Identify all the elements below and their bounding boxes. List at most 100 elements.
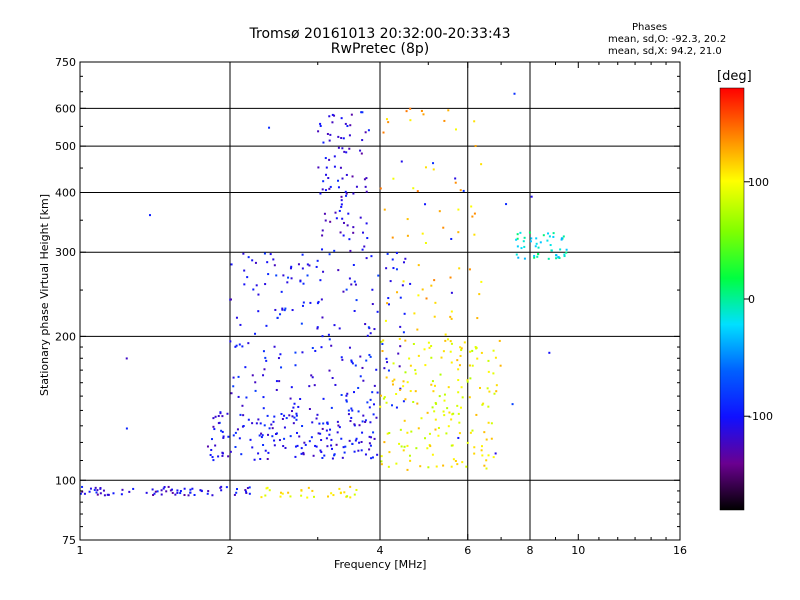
scatter-point <box>99 487 102 490</box>
scatter-point <box>237 375 240 378</box>
scatter-point <box>171 491 174 494</box>
scatter-point <box>487 359 490 362</box>
scatter-point <box>327 495 330 498</box>
scatter-point <box>381 343 384 346</box>
scatter-point <box>330 492 333 495</box>
scatter-point <box>340 117 343 120</box>
colorbar-tick-label: -100 <box>748 410 773 423</box>
scatter-point <box>345 400 348 403</box>
scatter-point <box>337 424 340 427</box>
scatter-point <box>302 301 305 304</box>
scatter-point <box>457 208 460 211</box>
scatter-point <box>338 327 341 330</box>
scatter-point <box>324 157 327 160</box>
scatter-point <box>387 297 390 300</box>
scatter-point <box>230 263 233 266</box>
scatter-point <box>417 354 420 357</box>
scatter-point <box>465 465 468 468</box>
scatter-point <box>294 364 297 367</box>
scatter-point <box>219 411 222 414</box>
scatter-point <box>362 231 365 234</box>
scatter-point <box>345 394 348 397</box>
scatter-point <box>383 208 386 211</box>
scatter-point <box>413 312 416 315</box>
scatter-point <box>326 132 329 135</box>
scatter-point <box>176 489 179 492</box>
scatter-point <box>431 380 434 383</box>
scatter-point <box>385 267 388 270</box>
scatter-point <box>391 258 394 261</box>
scatter-point <box>342 446 345 449</box>
stats-line-o: mean, sd,O: -92.3, 20.2 <box>608 34 727 45</box>
scatter-point <box>344 190 347 193</box>
scatter-point <box>324 189 327 192</box>
scatter-point <box>399 428 402 431</box>
scatter-point <box>428 443 431 446</box>
scatter-point <box>315 417 318 420</box>
scatter-point <box>346 392 349 395</box>
scatter-point <box>559 248 562 251</box>
scatter-point <box>321 316 324 319</box>
scatter-point <box>281 307 284 310</box>
scatter-point <box>262 407 265 410</box>
scatter-point <box>463 341 466 344</box>
scatter-point <box>432 168 435 171</box>
scatter-point <box>238 343 241 346</box>
scatter-point <box>217 415 220 418</box>
scatter-point <box>433 315 436 318</box>
scatter-point <box>313 384 316 387</box>
scatter-point <box>331 376 334 379</box>
scatter-point <box>325 173 328 176</box>
scatter-point <box>331 121 334 124</box>
scatter-point <box>207 490 210 493</box>
scatter-point <box>291 415 294 418</box>
scatter-point <box>254 332 257 335</box>
scatter-point <box>371 288 374 291</box>
scatter-point <box>326 445 329 448</box>
scatter-point <box>282 445 285 448</box>
scatter-point <box>439 373 442 376</box>
scatter-point <box>259 422 262 425</box>
scatter-point <box>409 364 412 367</box>
scatter-point <box>466 380 469 383</box>
scatter-point <box>245 491 248 494</box>
scatter-point <box>321 456 324 459</box>
scatter-point <box>347 409 350 412</box>
scatter-point <box>152 494 155 497</box>
scatter-point <box>232 385 235 388</box>
scatter-point <box>312 495 315 498</box>
scatter-point <box>516 233 519 236</box>
scatter-point <box>528 231 531 234</box>
scatter-point <box>371 456 374 459</box>
scatter-point <box>206 492 209 495</box>
scatter-point <box>290 265 293 268</box>
scatter-point <box>297 405 300 408</box>
scatter-point <box>542 234 545 237</box>
scatter-point <box>454 177 457 180</box>
scatter-point <box>403 445 406 448</box>
scatter-point <box>162 487 165 490</box>
scatter-point <box>292 406 295 409</box>
scatter-point <box>106 493 109 496</box>
scatter-point <box>268 126 271 129</box>
scatter-point <box>148 214 151 217</box>
scatter-point <box>290 386 293 389</box>
scatter-point <box>469 431 472 434</box>
scatter-point <box>277 357 280 360</box>
scatter-point <box>371 391 374 394</box>
scatter-point <box>360 449 363 452</box>
scatter-point <box>481 454 484 457</box>
scatter-point <box>424 437 427 440</box>
scatter-point <box>364 323 367 326</box>
scatter-point <box>483 431 486 434</box>
scatter-point <box>315 265 318 268</box>
scatter-point <box>171 488 174 491</box>
scatter-point <box>536 255 539 258</box>
scatter-point <box>442 410 445 413</box>
scatter-point <box>333 454 336 457</box>
scatter-point <box>269 253 272 256</box>
scatter-point <box>348 277 351 280</box>
scatter-point <box>290 277 293 280</box>
scatter-point <box>330 438 333 441</box>
scatter-point <box>289 397 292 400</box>
